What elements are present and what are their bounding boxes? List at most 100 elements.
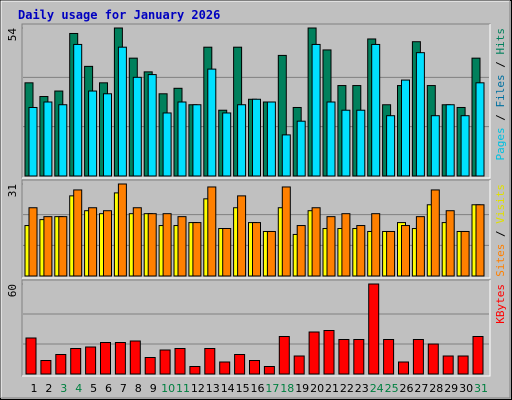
bar [85, 346, 97, 375]
bar [326, 101, 336, 177]
x-tick-label: 27 [414, 382, 428, 395]
bar [338, 339, 350, 375]
x-tick-label: 6 [105, 382, 112, 395]
bar [430, 189, 440, 277]
chart-title: Daily usage for January 2026 [18, 8, 220, 22]
y-tick-label: 54 [6, 28, 19, 42]
x-tick-label: 17 [265, 382, 279, 395]
bar [281, 186, 291, 277]
bar [103, 210, 112, 277]
bar [28, 106, 38, 177]
bar [427, 343, 439, 375]
bar [445, 210, 455, 277]
bar [442, 355, 454, 375]
bar [58, 104, 68, 177]
bar [73, 43, 83, 177]
bar [430, 115, 440, 177]
bar [159, 349, 171, 375]
bar [207, 68, 217, 177]
bar [412, 339, 424, 375]
bar [114, 342, 126, 375]
bar [293, 355, 305, 375]
bar [472, 336, 484, 375]
x-tick-label: 8 [135, 382, 142, 395]
bar [356, 225, 366, 277]
bar [58, 216, 68, 277]
panel-bevel [22, 180, 491, 279]
bar [70, 348, 82, 375]
x-tick-label: 28 [429, 382, 443, 395]
bar [162, 213, 172, 277]
x-tick-label: 2 [45, 382, 52, 395]
bar [28, 207, 38, 277]
bar [323, 330, 335, 375]
bar [234, 354, 246, 375]
legend-label: Pages [494, 127, 507, 160]
bar [204, 348, 216, 375]
bar [207, 186, 217, 277]
bar [296, 120, 306, 177]
x-tick-label: 31 [474, 382, 488, 395]
y-tick-label: 60 [6, 284, 19, 297]
bar [174, 348, 186, 375]
bar [40, 360, 52, 375]
bar [371, 43, 381, 177]
x-tick-label: 11 [176, 382, 190, 395]
x-tick-label: 1 [31, 382, 38, 395]
legend: Pages / Files / Hits [494, 28, 507, 161]
bar [73, 189, 83, 277]
x-tick-label: 14 [221, 382, 235, 395]
bar [415, 52, 425, 177]
bar [341, 213, 351, 277]
x-tick-label: 9 [150, 382, 157, 395]
bar [88, 207, 98, 277]
x-tick-label: 5 [90, 382, 97, 395]
bar [219, 361, 231, 375]
bar [475, 204, 485, 277]
bar [117, 46, 127, 177]
panel-bevel [22, 24, 491, 179]
bar [460, 115, 470, 177]
bar [341, 109, 351, 177]
bar [308, 331, 320, 375]
bar [401, 225, 410, 277]
bar [311, 43, 321, 177]
x-tick-label: 16 [251, 382, 265, 395]
bar [311, 207, 321, 277]
legend: KBytes [494, 284, 507, 324]
bar [237, 195, 247, 277]
bar [100, 342, 111, 375]
x-tick-label: 3 [60, 382, 67, 395]
bar [55, 354, 67, 375]
bar [222, 112, 232, 177]
bar [356, 109, 366, 177]
legend: Sites / Visits [494, 184, 507, 277]
legend-label: KBytes [494, 284, 507, 324]
bar [177, 101, 187, 177]
x-tick-label: 18 [280, 382, 294, 395]
x-tick-label: 20 [310, 382, 324, 395]
bar [88, 90, 98, 177]
bar [249, 360, 260, 375]
bar [445, 104, 455, 177]
bar [475, 82, 485, 177]
legend-separator: / [494, 224, 507, 244]
bar [386, 230, 396, 277]
bar [326, 216, 336, 277]
bar [43, 216, 53, 277]
bar [132, 207, 142, 277]
x-tick-label: 23 [355, 382, 369, 395]
panel-bevel [22, 280, 491, 377]
bar [371, 213, 381, 277]
x-tick-label: 26 [400, 382, 414, 395]
bar [278, 336, 290, 375]
bar [189, 366, 201, 375]
bar [415, 216, 425, 277]
legend-separator: / [494, 108, 507, 128]
legend-label: Sites [494, 244, 507, 277]
x-tick-label: 29 [444, 382, 458, 395]
x-tick-label: 4 [75, 382, 82, 395]
